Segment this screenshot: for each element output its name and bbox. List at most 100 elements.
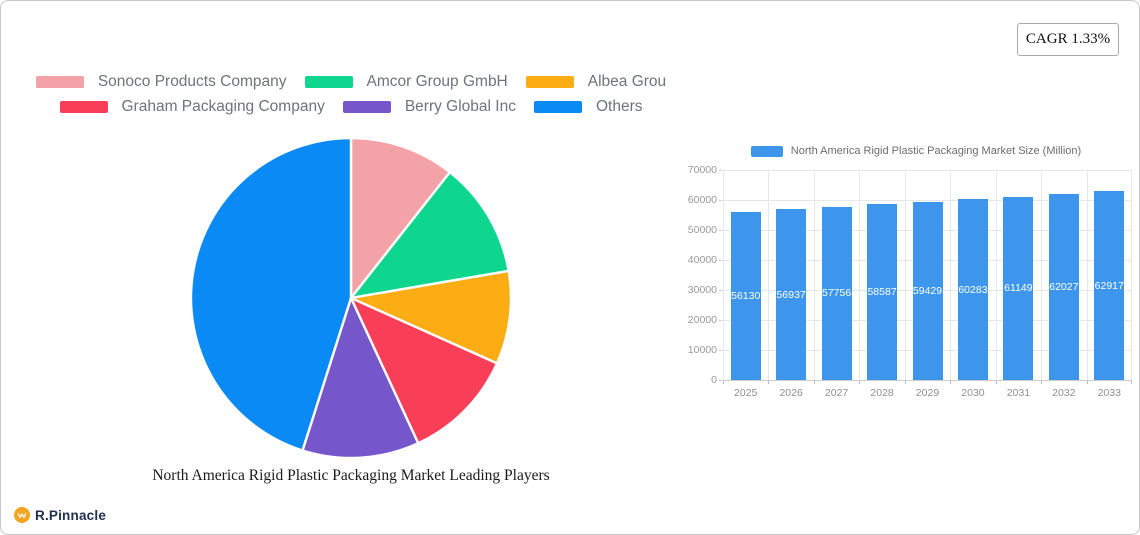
gridline — [1041, 170, 1042, 380]
bar-2028[interactable]: 58587 — [867, 204, 898, 380]
bar-chart: 56130 2025 56937 2026 57756 2027 58587 2028 5942… — [688, 164, 1136, 406]
pie-chart — [189, 136, 513, 460]
gridline — [814, 170, 815, 380]
x-axis-label: 2033 — [1097, 387, 1121, 399]
legend-swatch-albea-grou — [525, 76, 574, 88]
legend-label: Albea Grou — [587, 73, 667, 90]
cagr-badge: CAGR 1.33% — [1017, 23, 1119, 56]
x-axis-tick — [1131, 380, 1132, 384]
bar-plot-area: 56130 2025 56937 2026 57756 2027 58587 2028 5942… — [723, 170, 1132, 399]
pie-slice-berry-global-inc[interactable] — [301, 296, 420, 460]
bar-value-label: 56130 — [731, 289, 761, 302]
pie-slice-graham-packaging-company[interactable] — [349, 296, 499, 445]
y-axis-label: 30000 — [687, 284, 717, 296]
logo-text: R.Pinnacle — [35, 507, 107, 523]
bar-2025[interactable]: 56130 — [730, 211, 761, 380]
y-axis-tick — [719, 260, 722, 261]
gridline — [1087, 170, 1088, 380]
gridline — [768, 170, 769, 380]
bar-chart-legend[interactable]: North America Rigid Plastic Packaging Ma… — [696, 144, 1136, 158]
x-axis-tick — [996, 380, 997, 384]
legend-label: Graham Packaging Company — [121, 98, 325, 115]
x-axis-tick — [1087, 380, 1088, 384]
bar-value-label: 59429 — [912, 284, 943, 297]
pie-slice-albea-grou[interactable] — [349, 269, 513, 365]
bar-value-label: 61149 — [1004, 282, 1033, 295]
gridline — [723, 170, 1132, 171]
bar-2032[interactable]: 62027 — [1048, 193, 1079, 380]
gridline — [996, 170, 997, 380]
legend-swatch-berry-global-inc — [342, 101, 391, 113]
bar-2031[interactable]: 61149 — [1003, 196, 1034, 380]
bar-legend-label: North America Rigid Plastic Packaging Ma… — [790, 145, 1082, 157]
y-axis-tick — [719, 230, 722, 231]
x-axis-tick — [859, 380, 860, 384]
y-axis-label: 0 — [711, 374, 717, 386]
x-axis-tick — [950, 380, 951, 384]
x-axis-label: 2025 — [734, 387, 758, 399]
bar-value-label: 60283 — [958, 283, 988, 296]
brand-logo: R.Pinnacle — [14, 507, 106, 523]
pie-slice-sonoco-products-company[interactable] — [349, 136, 452, 300]
y-axis-tick — [719, 350, 722, 351]
legend-label: Others — [595, 98, 643, 115]
x-axis-label: 2029 — [915, 387, 940, 399]
pie-legend: Sonoco Products Company Amcor Group GmbH A… — [1, 73, 701, 116]
x-axis-label: 2031 — [1006, 387, 1031, 399]
legend-item-berry-global-inc[interactable]: Berry Global Inc — [342, 98, 516, 116]
bar-2027[interactable]: 57756 — [821, 206, 852, 380]
x-axis-line — [723, 380, 1132, 381]
y-axis-label: 60000 — [687, 194, 717, 206]
legend-item-others[interactable]: Others — [533, 98, 643, 116]
y-axis-label: 20000 — [687, 314, 717, 326]
gridline — [859, 170, 860, 380]
legend-swatch-sonoco-products-company — [35, 76, 84, 88]
bar-2029[interactable]: 59429 — [912, 201, 943, 380]
y-axis-tick — [719, 170, 722, 171]
legend-label: Sonoco Products Company — [97, 73, 287, 90]
bar-2026[interactable]: 56937 — [776, 209, 807, 380]
pie-chart-title: North America Rigid Plastic Packaging Ma… — [152, 467, 550, 484]
legend-item-sonoco-products-company[interactable]: Sonoco Products Company — [35, 73, 287, 91]
bar-value-label: 56937 — [776, 288, 806, 301]
legend-swatch-others — [533, 101, 582, 113]
bar-2033[interactable]: 62917 — [1094, 191, 1125, 380]
bar-legend-swatch — [750, 145, 783, 157]
legend-item-amcor-group-gmbh[interactable]: Amcor Group GmbH — [304, 73, 508, 91]
gridline — [723, 170, 724, 380]
pie-slice-others[interactable] — [189, 136, 353, 452]
x-axis-tick — [768, 380, 769, 384]
x-axis-tick — [723, 380, 724, 384]
bar-2030[interactable]: 60283 — [957, 199, 988, 380]
bar-chart-panel: North America Rigid Plastic Packaging Ma… — [688, 144, 1136, 406]
gridline — [723, 200, 1132, 201]
legend-item-graham-packaging-company[interactable]: Graham Packaging Company — [59, 98, 325, 116]
legend-item-albea-grou[interactable]: Albea Grou — [525, 73, 667, 91]
x-axis-label: 2030 — [961, 387, 985, 399]
gridline — [905, 170, 906, 380]
y-axis-tick — [719, 200, 722, 201]
pie-chart-panel: Sonoco Products Company Amcor Group GmbH A… — [1, 1, 701, 534]
pie-legend-row: Sonoco Products Company Amcor Group GmbH A… — [35, 73, 667, 91]
x-axis-label: 2027 — [824, 387, 849, 399]
gridline — [950, 170, 951, 380]
y-axis-label: 50000 — [687, 224, 717, 236]
x-axis-label: 2028 — [870, 387, 894, 399]
legend-label: Amcor Group GmbH — [366, 73, 508, 90]
pie-slice-amcor-group-gmbh[interactable] — [349, 170, 510, 300]
bar-value-label: 62027 — [1049, 280, 1079, 293]
y-axis-label: 40000 — [687, 254, 717, 266]
y-axis-label: 10000 — [687, 344, 717, 356]
x-axis-tick — [1041, 380, 1042, 384]
pie-legend-row: Graham Packaging Company Berry Global Inc… — [59, 98, 643, 116]
y-axis-tick — [719, 320, 722, 321]
logo-icon — [14, 507, 30, 523]
y-axis-tick — [719, 290, 722, 291]
y-axis-label: 70000 — [687, 164, 717, 176]
bar-value-label: 57756 — [822, 287, 852, 300]
legend-label: Berry Global Inc — [404, 98, 516, 115]
gridline — [1131, 170, 1132, 380]
bar-value-label: 58587 — [867, 286, 897, 299]
bar-value-label: 62917 — [1094, 279, 1124, 292]
